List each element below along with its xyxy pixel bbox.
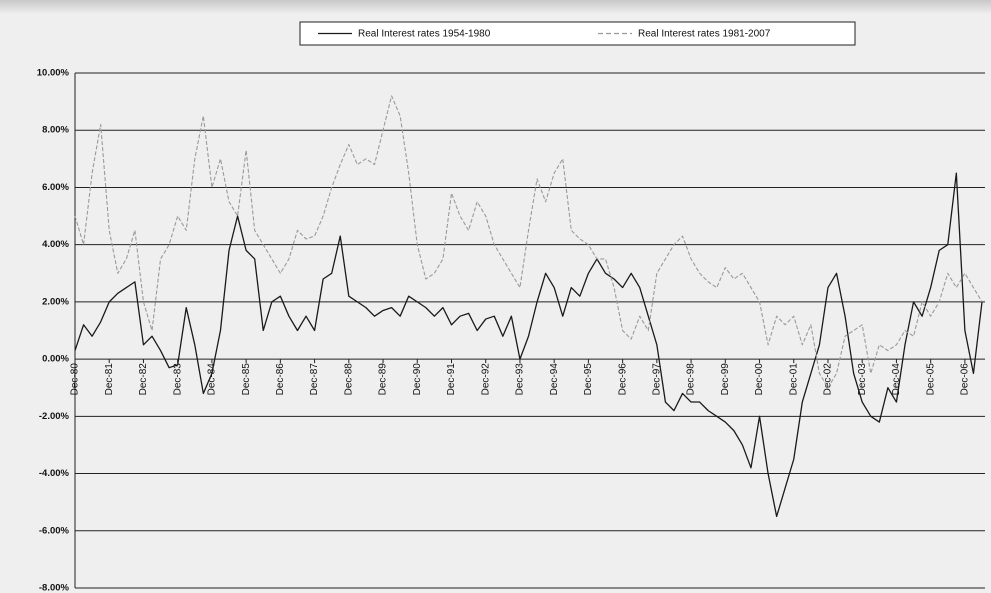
legend-box — [299, 21, 856, 46]
x-tick-label: Dec-98 — [686, 363, 697, 396]
legend-label: Real Interest rates 1954-1980 — [358, 29, 491, 40]
x-tick-label: Dec-84 — [207, 363, 218, 396]
x-tick-label: Dec-02 — [823, 363, 834, 396]
x-tick-label: Dec-05 — [925, 363, 936, 396]
x-tick-label: Dec-82 — [138, 363, 149, 396]
grid: 10.00% 8.00% 6.00% 4.00% 2.00% 0.00% -2.00% -4.… — [37, 68, 985, 593]
x-tick-label: Dec-03 — [857, 363, 868, 396]
x-tick-label: Dec-89 — [378, 363, 389, 396]
x-tick-label: Dec-94 — [549, 363, 560, 396]
y-tick-label: -4.00% — [39, 468, 70, 479]
x-tick-label: Dec-83 — [172, 363, 183, 396]
x-tick-label: Dec-88 — [343, 363, 354, 396]
x-tick-label: Dec-80 — [70, 363, 81, 396]
x-tick-label: Dec-01 — [788, 363, 799, 396]
x-tick-label: Dec-00 — [754, 363, 765, 396]
x-tick-label: Dec-97 — [651, 363, 662, 396]
legend: Real Interest rates 1954-1980 Real Intere… — [299, 21, 856, 46]
x-tick-label: Dec-04 — [891, 363, 902, 396]
x-tick-label: Dec-96 — [617, 363, 628, 396]
plot — [74, 95, 983, 518]
x-tick-label: Dec-90 — [412, 363, 423, 396]
y-tick-label: 8.00% — [42, 125, 69, 136]
y-tick-label: 6.00% — [42, 182, 69, 193]
x-tick-label: Dec-92 — [480, 363, 491, 396]
y-tick-label: -6.00% — [39, 525, 70, 536]
y-tick-label: -2.00% — [39, 411, 70, 422]
x-tick-label: Dec-99 — [720, 363, 731, 396]
top-strip — [0, 0, 991, 14]
y-tick-label: 0.00% — [42, 354, 69, 365]
legend-label: Real Interest rates 1981-2007 — [638, 29, 771, 40]
y-tick-label: 4.00% — [42, 239, 69, 250]
y-tick-label: 2.00% — [42, 296, 69, 307]
series-line — [74, 172, 983, 518]
x-tick-label: Dec-85 — [241, 363, 252, 396]
x-tick-label: Dec-81 — [104, 363, 115, 396]
x-tick-label: Dec-91 — [446, 363, 457, 396]
x-tick-label: Dec-87 — [309, 363, 320, 396]
x-tick-label: Dec-93 — [515, 363, 526, 396]
y-tick-label: 10.00% — [37, 68, 70, 79]
x-tick-label: Dec-86 — [275, 363, 286, 396]
x-tick-label: Dec-06 — [960, 363, 971, 396]
y-tick-label: -8.00% — [39, 583, 70, 593]
x-tick-label: Dec-95 — [583, 363, 594, 396]
series-line — [74, 95, 983, 389]
